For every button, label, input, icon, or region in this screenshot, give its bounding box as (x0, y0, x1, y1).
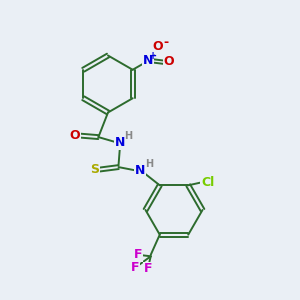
Text: N: N (115, 136, 125, 149)
Text: F: F (143, 262, 152, 275)
Text: S: S (91, 163, 100, 176)
Text: H: H (145, 159, 153, 169)
Text: F: F (134, 248, 142, 261)
Text: Cl: Cl (201, 176, 214, 189)
Text: O: O (70, 128, 80, 142)
Text: F: F (131, 261, 140, 274)
Text: N: N (143, 54, 154, 67)
Text: N: N (135, 164, 145, 177)
Text: O: O (164, 55, 174, 68)
Text: +: + (149, 51, 157, 61)
Text: -: - (164, 36, 169, 49)
Text: H: H (124, 131, 133, 141)
Text: O: O (153, 40, 164, 53)
